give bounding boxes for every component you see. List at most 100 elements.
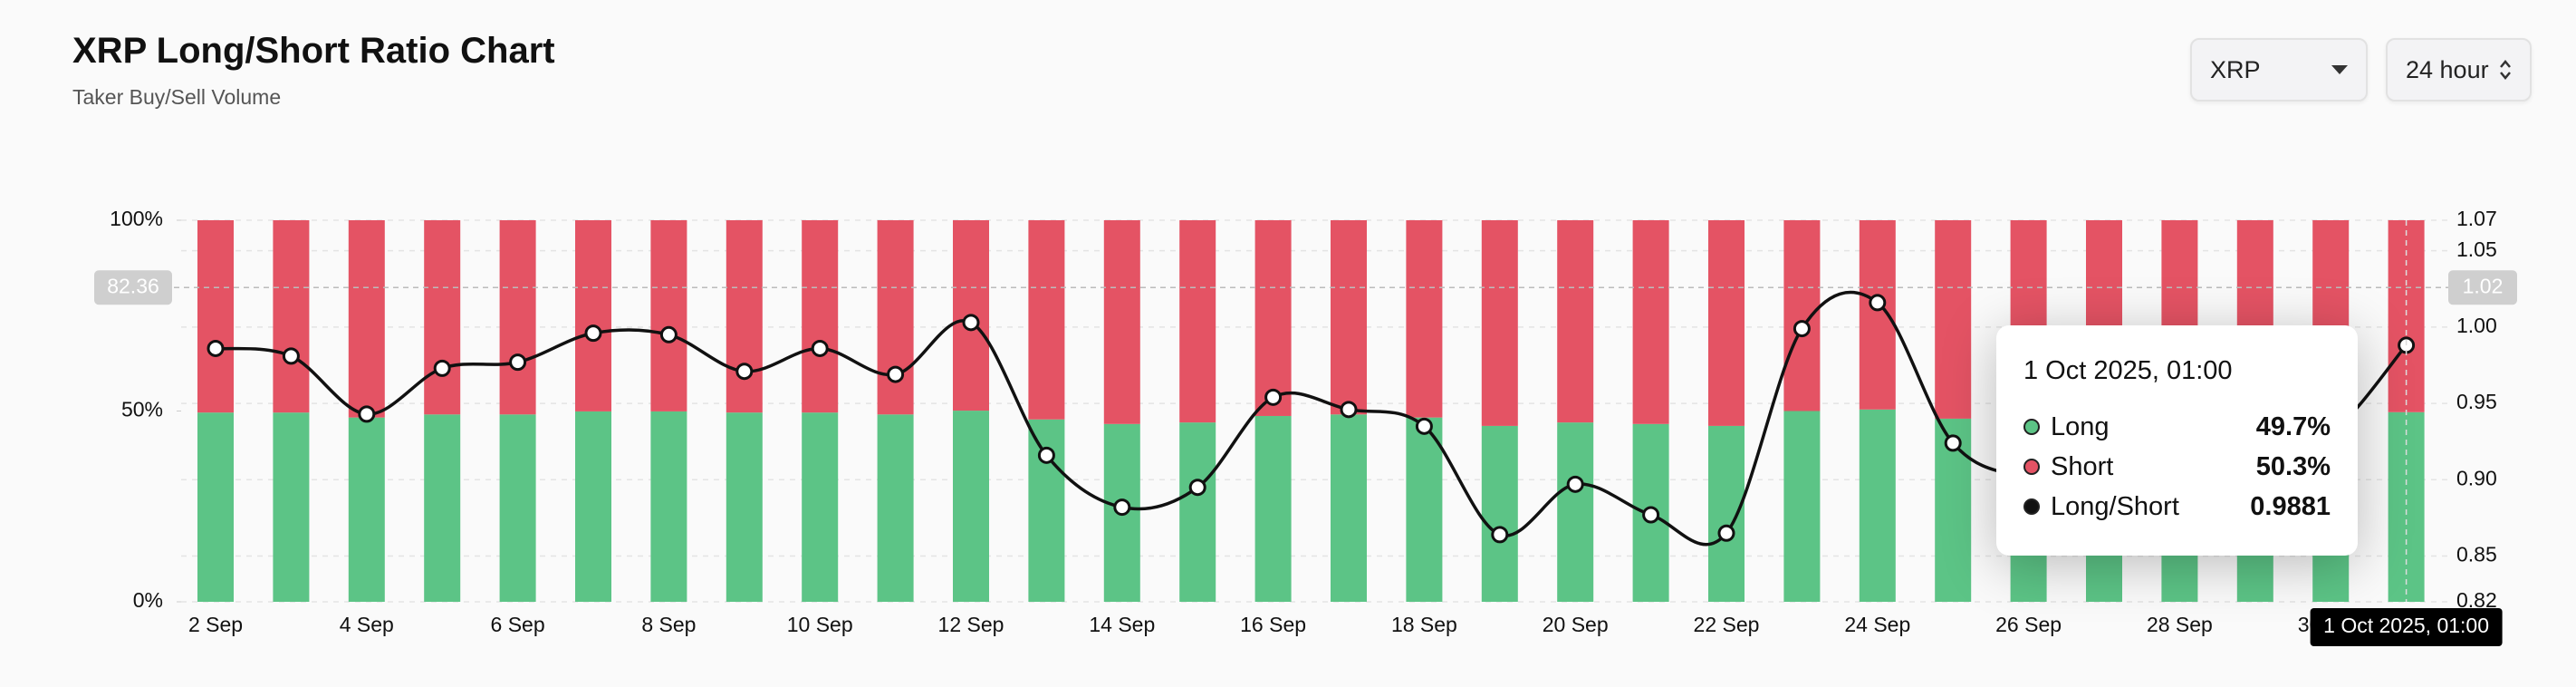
bar-segment — [1935, 220, 1972, 419]
bar-segment — [1103, 220, 1140, 424]
ratio-point — [1188, 479, 1206, 497]
ratio-point — [735, 363, 754, 381]
bar-segment — [1783, 411, 1821, 602]
bar-segment — [575, 220, 611, 411]
tooltip-series-name: Long/Short — [2051, 491, 2179, 521]
tooltip: 1 Oct 2025, 01:00 Long 49.7% Short 50.3% Lon… — [1996, 325, 2358, 556]
tooltip-row: Long/Short 0.9881 — [2023, 491, 2331, 521]
bar-segment — [1179, 220, 1216, 423]
bar-segment — [575, 411, 611, 602]
ratio-point — [811, 339, 829, 357]
ratio-point — [1869, 294, 1887, 312]
bar-segment — [1254, 415, 1292, 602]
interval-value: 24 hour — [2406, 55, 2489, 83]
bar-segment — [877, 220, 914, 415]
bar-segment — [802, 220, 839, 413]
bar-segment — [1481, 425, 1518, 602]
bar-segment — [1179, 422, 1216, 602]
x-tick-label: 26 Sep — [1995, 613, 2062, 636]
x-tick-label: 12 Sep — [938, 613, 1004, 636]
ratio-point — [358, 405, 376, 423]
y-tick-label: 50% — [121, 398, 163, 421]
bar-segment — [1859, 220, 1896, 410]
spinner — [2500, 60, 2511, 80]
x-tick-label: 4 Sep — [340, 613, 394, 636]
y2-tick-label: 0.82 — [2456, 588, 2497, 612]
asset-select[interactable]: XRP — [2190, 38, 2368, 102]
bar-segment — [650, 220, 687, 411]
ratio-point — [1566, 475, 1584, 493]
x-tick-label: 20 Sep — [1543, 613, 1609, 636]
page-title: XRP Long/Short Ratio Chart — [72, 31, 555, 71]
bar-segment — [726, 412, 763, 602]
bar-segment — [197, 412, 234, 602]
ratio-point — [1491, 526, 1509, 544]
ratio-point — [1037, 446, 1055, 464]
y2-tick-label: 1.05 — [2456, 237, 2497, 261]
ratio-point — [509, 353, 527, 372]
legend-dot — [2023, 419, 2040, 435]
tooltip-value: 49.7% — [2255, 411, 2331, 441]
bar-segment — [877, 414, 914, 602]
bar-segment — [424, 220, 461, 415]
interval-select[interactable]: 24 hour — [2386, 38, 2532, 102]
bar-segment — [273, 220, 310, 413]
tooltip-row: Long 49.7% — [2023, 411, 2331, 441]
bar-segment — [1406, 220, 1443, 418]
bar-segment — [1708, 425, 1745, 602]
bar-segment — [424, 414, 461, 602]
ratio-point — [1642, 506, 1660, 524]
bar-segment — [1557, 422, 1594, 602]
ratio-point — [207, 339, 225, 357]
bar-segment — [1859, 409, 1896, 602]
bar-segment — [197, 220, 234, 413]
crosshair-x-label: 1 Oct 2025, 01:00 — [2323, 614, 2489, 637]
crosshair-x-box — [2310, 608, 2503, 646]
legend-dot — [2023, 498, 2040, 515]
ratio-point — [1717, 524, 1735, 542]
ratio-point — [282, 347, 300, 365]
ratio-point — [1415, 417, 1433, 435]
x-tick-label: 2 Sep — [188, 613, 243, 636]
ratio-point — [1340, 401, 1358, 419]
y2-tick-label: 0.95 — [2456, 390, 2497, 413]
ratio-point — [1944, 434, 1962, 452]
bar-segment — [1028, 220, 1065, 420]
caret — [2331, 65, 2348, 74]
bar-segment — [499, 220, 536, 415]
bar-segment — [273, 412, 310, 602]
bar-segment — [1708, 220, 1745, 426]
bar-segment — [802, 412, 839, 602]
y-tick-label: 0% — [133, 588, 163, 612]
tooltip-series-name: Long — [2051, 411, 2110, 441]
tooltip-value: 0.9881 — [2250, 491, 2331, 521]
crosshair-y-box — [94, 270, 172, 305]
tooltip-title: 1 Oct 2025, 01:00 — [2023, 356, 2233, 385]
asset-value: XRP — [2210, 55, 2261, 83]
ratio-point — [584, 324, 602, 343]
x-tick-label: 10 Sep — [787, 613, 853, 636]
y2-tick-label: 0.85 — [2456, 543, 2497, 566]
bar-segment — [1481, 220, 1518, 426]
crosshair-y2-label: 1.02 — [2463, 274, 2504, 297]
x-tick-label: 18 Sep — [1391, 613, 1457, 636]
ratio-point — [1264, 388, 1283, 406]
bar-segment — [1331, 414, 1367, 602]
bar-segment — [1331, 220, 1367, 415]
x-tick-label: 16 Sep — [1240, 613, 1306, 636]
tooltip-value: 50.3% — [2255, 451, 2331, 481]
y2-tick-label: 0.90 — [2456, 466, 2497, 489]
bar-segment — [726, 220, 763, 413]
x-tick-label: 22 Sep — [1694, 613, 1760, 636]
bar-segment — [348, 417, 385, 602]
page-subtitle: Taker Buy/Sell Volume — [72, 85, 282, 109]
crosshair-y2-box — [2448, 270, 2517, 305]
x-tick-label: 6 Sep — [491, 613, 545, 636]
ratio-point — [887, 365, 905, 383]
bar-segment — [1557, 220, 1594, 423]
legend-dot — [2023, 459, 2040, 475]
bar-segment — [650, 411, 687, 602]
bar-segment — [348, 220, 385, 418]
x-tick-label: 8 Sep — [641, 613, 696, 636]
